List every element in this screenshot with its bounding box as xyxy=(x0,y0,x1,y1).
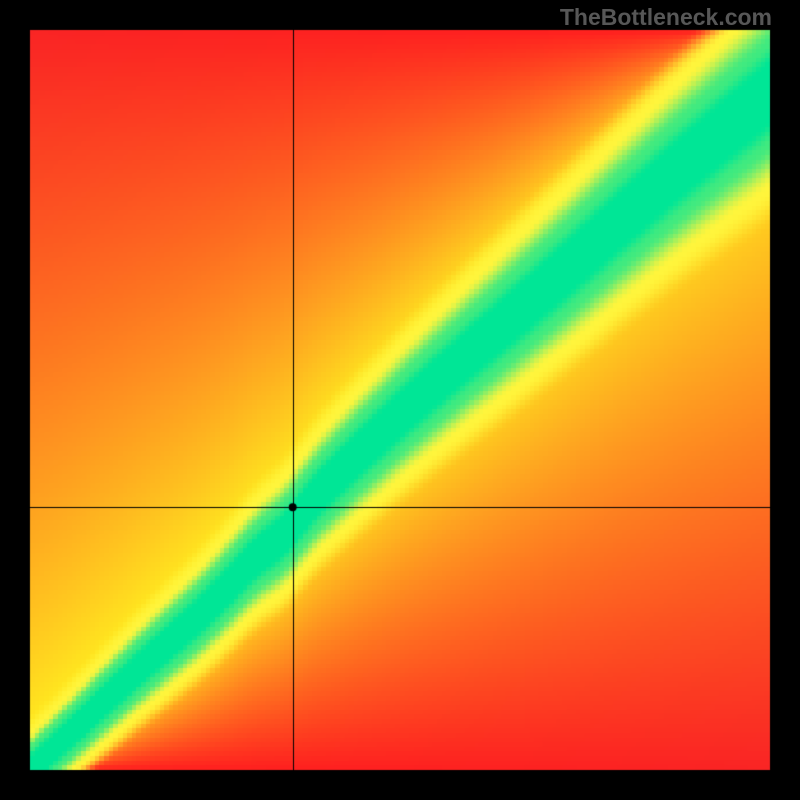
heatmap-canvas xyxy=(0,0,800,800)
watermark-text: TheBottleneck.com xyxy=(560,4,772,31)
chart-container: TheBottleneck.com xyxy=(0,0,800,800)
